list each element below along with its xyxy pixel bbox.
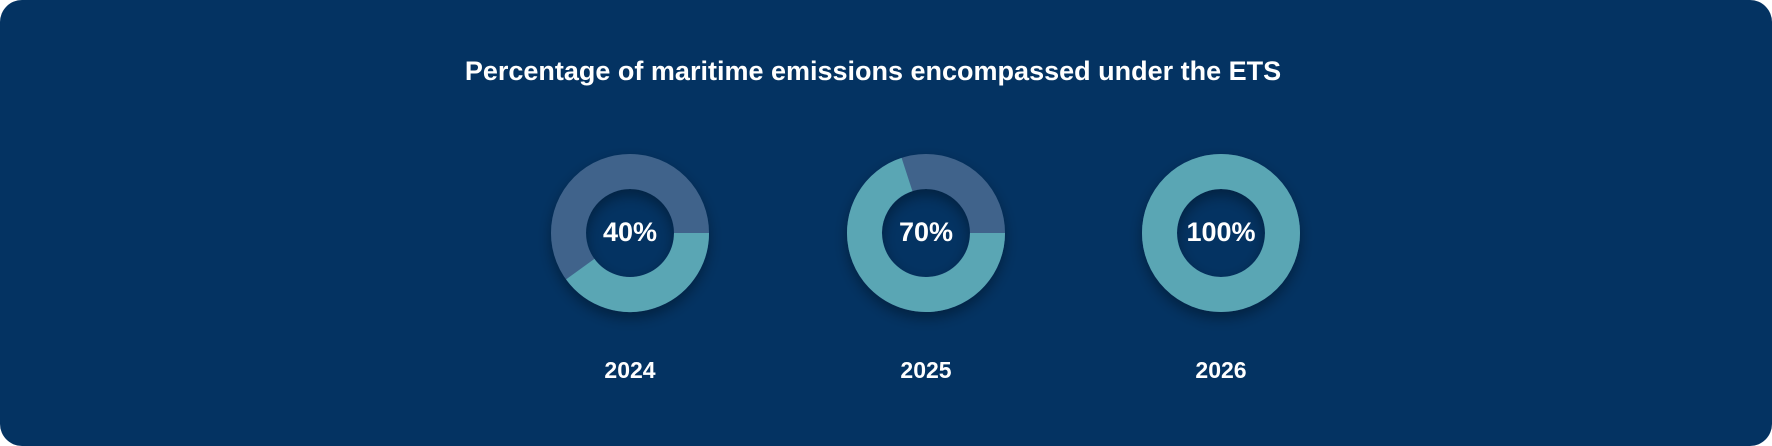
donut-value-label-2025: 70%: [899, 217, 953, 247]
donut-segment-2024: [566, 232, 709, 312]
donut-value-label-2026: 100%: [1186, 217, 1255, 247]
donut-value-label-2024: 40%: [603, 217, 657, 247]
donut-2025: [847, 154, 1005, 312]
donut-segment-2025: [847, 157, 1005, 312]
year-label-2025: 2025: [900, 357, 951, 383]
year-label-2024: 2024: [604, 357, 655, 383]
chart-title: Percentage of maritime emissions encompa…: [464, 56, 1282, 86]
donut-2024: [551, 154, 709, 312]
donut-2026: [1142, 154, 1300, 312]
donut-segment-2026: [1142, 154, 1300, 312]
year-label-2026: 2026: [1195, 357, 1246, 383]
